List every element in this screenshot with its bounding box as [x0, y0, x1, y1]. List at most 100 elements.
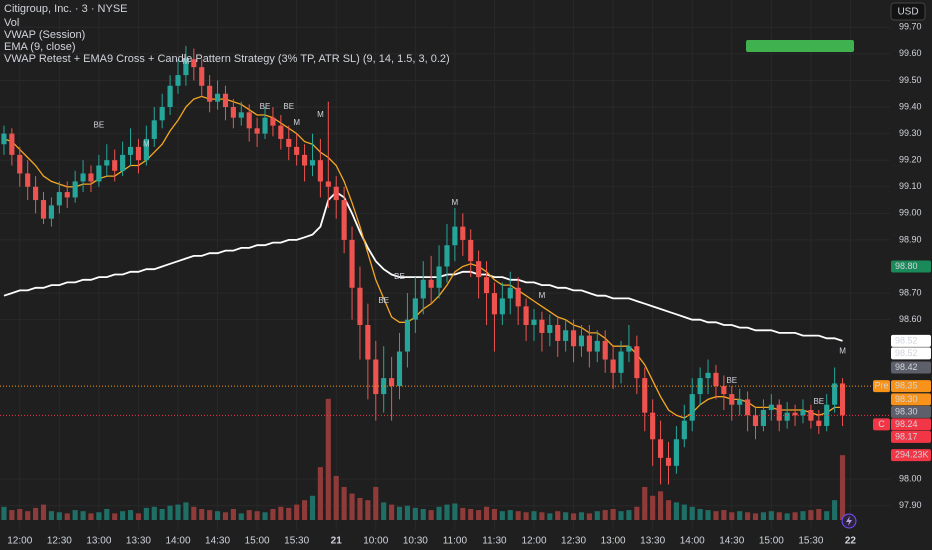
candle-body: [436, 266, 442, 288]
candle-body: [349, 239, 355, 288]
y-tick-label: 99.20: [899, 155, 922, 165]
candle-body: [373, 359, 379, 395]
candle-body: [278, 125, 284, 139]
candle-body: [697, 378, 703, 395]
price-badge-label: 98.42: [895, 362, 918, 372]
indicator-label: EMA (9, close): [4, 41, 76, 53]
candle-body: [555, 324, 561, 341]
candles: [1, 45, 846, 485]
volume-bar: [531, 511, 537, 520]
x-tick-label: 11:00: [443, 536, 468, 547]
price-badge: [891, 430, 931, 443]
candle-body: [539, 319, 545, 333]
candle-body: [309, 160, 316, 166]
candle-body: [476, 261, 482, 278]
volume-bar: [357, 497, 363, 520]
volume-bar: [547, 513, 553, 520]
indicator-label: Vol: [4, 17, 19, 29]
indicator-label: VWAP Retest + EMA9 Cross + Candle Patter…: [4, 53, 450, 65]
y-tick-label: 99.10: [899, 181, 922, 191]
strategy-marker: BE: [394, 272, 405, 281]
volume-bar: [349, 493, 355, 520]
volume-bar: [689, 506, 695, 520]
candle-body: [238, 112, 244, 118]
volume-bar: [48, 511, 54, 520]
candle-body: [143, 138, 149, 161]
price-badge: [891, 393, 931, 406]
volume-bar: [681, 504, 687, 520]
volume-bar: [246, 510, 252, 520]
candle-body: [713, 372, 719, 387]
volume-bar: [555, 511, 561, 520]
candle-body: [17, 154, 23, 174]
volume-bar: [642, 486, 648, 520]
candle-body: [768, 404, 774, 411]
candle-body: [389, 378, 395, 387]
x-tick-label: 14:30: [205, 536, 230, 547]
strategy-markers: BE M M BE BE M M BE BE M M BE BE M: [94, 57, 847, 406]
volume-bar: [784, 513, 790, 520]
candle-body: [135, 146, 142, 161]
candle-body: [752, 415, 759, 426]
price-badge-label: 98.17: [895, 431, 918, 441]
price-tag-label: C: [878, 419, 885, 429]
volume-bar: [230, 508, 236, 520]
volume-bar: [381, 502, 387, 520]
volume-bar: [539, 512, 545, 520]
volume-bar: [199, 508, 205, 520]
candle-body: [776, 404, 782, 421]
volume-bar: [104, 508, 110, 520]
candle-body: [745, 399, 751, 416]
volume-bar: [333, 475, 339, 520]
volume-bar: [491, 508, 498, 520]
volume-bar: [373, 486, 379, 520]
volume-bar: [135, 513, 142, 520]
candle-body: [357, 287, 363, 325]
candle-body: [839, 383, 846, 416]
y-tick-label: 99.70: [899, 22, 922, 32]
strategy-marker: BE: [813, 397, 824, 406]
y-tick-label: 99.60: [899, 48, 922, 58]
volume-bar: [760, 512, 766, 520]
strategy-marker: M: [452, 198, 459, 207]
volume-bar: [278, 506, 284, 520]
y-tick-label: 99.40: [899, 101, 922, 111]
candle-body: [175, 75, 181, 86]
alert-icon-bolt: [846, 516, 852, 526]
candle-body: [610, 359, 616, 373]
candle-body: [578, 335, 585, 347]
candle-body: [9, 133, 15, 155]
volume-bar: [832, 500, 838, 520]
currency-label[interactable]: USD: [897, 7, 918, 18]
candle-body: [333, 186, 339, 201]
price-tag: [873, 380, 890, 393]
candle-body: [88, 173, 94, 182]
volume-bar: [658, 491, 664, 520]
candle-body: [483, 277, 490, 294]
candle-body: [120, 154, 126, 171]
volume-bar: [294, 504, 300, 520]
volume-bar: [183, 502, 189, 520]
candle-body: [452, 226, 458, 246]
candle-body: [1, 133, 7, 145]
candle-body: [222, 93, 229, 108]
candle-body: [491, 293, 498, 315]
volume-bar: [594, 511, 600, 520]
candle-body: [444, 245, 450, 267]
candle-body: [650, 412, 656, 440]
candle-body: [365, 324, 371, 360]
volume-bar: [341, 486, 347, 520]
strategy-marker: M: [839, 347, 846, 356]
candle-body: [570, 330, 577, 347]
volume-bar: [602, 510, 608, 520]
candle-body: [64, 192, 70, 198]
candle-body: [396, 351, 403, 387]
currency-button[interactable]: [890, 2, 926, 21]
price-badge: [891, 418, 931, 431]
candle-body: [404, 319, 410, 352]
volume-bar: [634, 506, 640, 520]
volume-bar: [167, 505, 173, 520]
candle-body: [80, 173, 86, 182]
volume-bar: [365, 500, 371, 520]
strategy-marker: M: [293, 118, 300, 127]
